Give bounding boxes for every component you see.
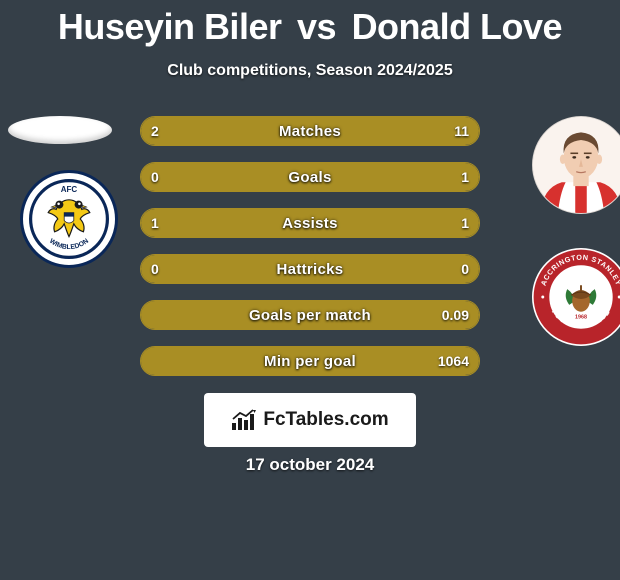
stat-bar: 00Hattricks (140, 254, 480, 284)
stat-bar: 0.09Goals per match (140, 300, 480, 330)
player1-name: Huseyin Biler (58, 6, 282, 47)
player2-club-crest: ACCRINGTON STANLEY FOOTBALL CLUB 1968 (532, 248, 620, 346)
player2-name: Donald Love (352, 6, 563, 47)
stat-bar: 1064Min per goal (140, 346, 480, 376)
stat-bar: 11Assists (140, 208, 480, 238)
infographic-date: 17 october 2024 (0, 455, 620, 475)
player2-avatar (532, 116, 620, 214)
stat-label: Min per goal (141, 347, 479, 375)
stat-label: Matches (141, 117, 479, 145)
accrington-stanley-crest-icon: ACCRINGTON STANLEY FOOTBALL CLUB 1968 (532, 248, 620, 346)
svg-text:AFC: AFC (61, 185, 78, 194)
page-title: Huseyin Biler vs Donald Love (0, 0, 620, 48)
subtitle: Club competitions, Season 2024/2025 (0, 62, 620, 80)
stat-label: Goals per match (141, 301, 479, 329)
svg-text:1968: 1968 (575, 315, 587, 321)
fctables-logo-icon (231, 409, 257, 431)
stat-bars-column: 211Matches 01Goals 11Assists 00Hattricks 0.0… (140, 116, 480, 392)
player2-portrait-icon (533, 117, 620, 213)
stat-label: Goals (141, 163, 479, 191)
stat-bar: 211Matches (140, 116, 480, 146)
watermark-text: FcTables.com (263, 409, 388, 431)
afc-wimbledon-crest-icon: AFC WIMBLEDON (29, 179, 109, 259)
player1-avatar-placeholder (8, 116, 112, 144)
player1-club-crest: AFC WIMBLEDON (20, 170, 118, 268)
stat-label: Assists (141, 209, 479, 237)
watermark-badge: FcTables.com (204, 393, 416, 447)
stat-label: Hattricks (141, 255, 479, 283)
stat-bar: 01Goals (140, 162, 480, 192)
vs-text: vs (297, 6, 336, 47)
